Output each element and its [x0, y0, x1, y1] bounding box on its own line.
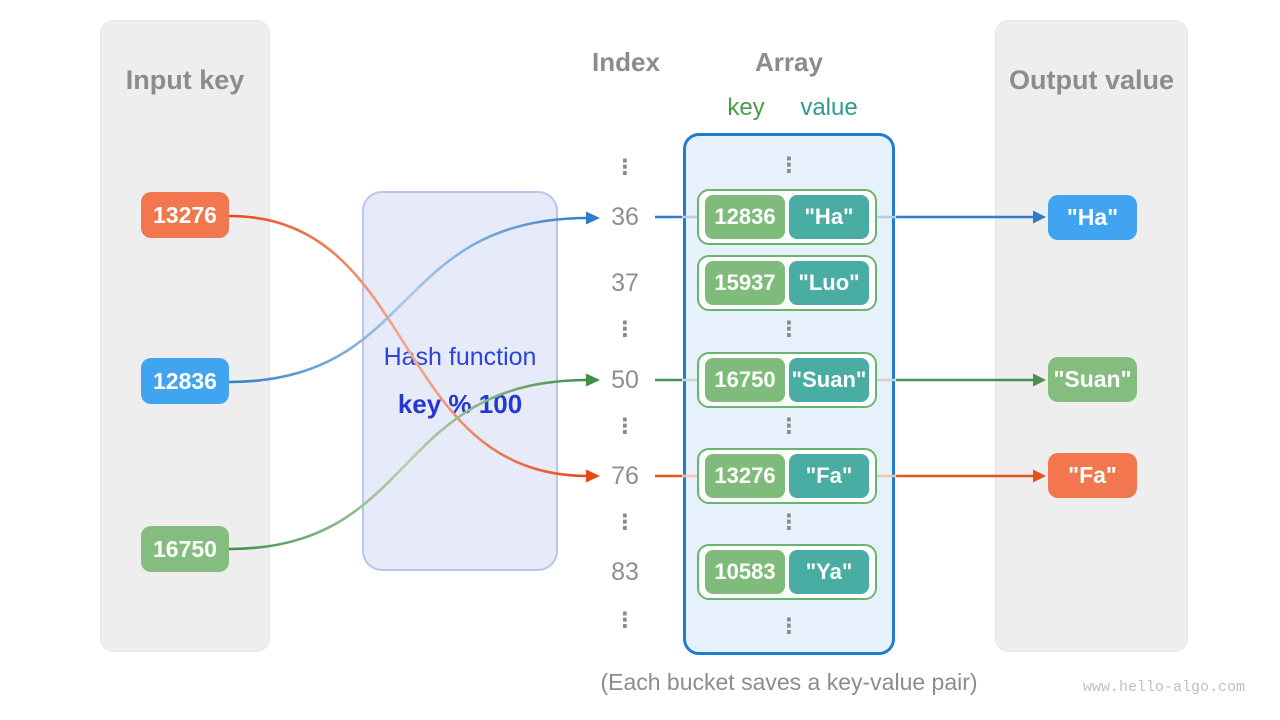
index-value-76: 76 [611, 462, 639, 490]
bucket-key-box: 16750 [705, 358, 785, 402]
bucket-key-box: 15937 [705, 261, 785, 305]
bucket-value-box: "Fa" [789, 454, 869, 498]
index-ellipsis: ⋮ [614, 511, 636, 534]
array-column-header: Array [755, 47, 823, 77]
input-panel-title: Input key [125, 65, 245, 95]
bucket-row-83: 10583 "Ya" [697, 544, 877, 600]
array-ellipsis: ⋮ [778, 615, 800, 638]
key-column-label: key [727, 94, 765, 121]
bucket-row-50: 16750 "Suan" [697, 352, 877, 408]
index-ellipsis: ⋮ [614, 415, 636, 438]
bucket-key-box: 10583 [705, 550, 785, 594]
output-panel-title: Output value [1008, 65, 1174, 95]
input-key-12836: 12836 [141, 358, 229, 404]
hash-function-formula: key % 100 [397, 389, 523, 419]
output-value-panel: Output value [995, 20, 1188, 652]
output-value-suan: "Suan" [1048, 357, 1137, 402]
index-value-37: 37 [611, 269, 639, 297]
array-ellipsis: ⋮ [778, 415, 800, 438]
input-key-13276: 13276 [141, 192, 229, 238]
bucket-row-36: 12836 "Ha" [697, 189, 877, 245]
hash-function-box: Hash function key % 100 [362, 191, 558, 571]
watermark: www.hello-algo.com [1082, 679, 1245, 696]
input-key-16750: 16750 [141, 526, 229, 572]
bucket-value-box: "Suan" [789, 358, 869, 402]
index-column-header: Index [592, 47, 660, 77]
output-value-ha: "Ha" [1048, 195, 1137, 240]
array-ellipsis: ⋮ [778, 318, 800, 341]
bucket-row-37: 15937 "Luo" [697, 255, 877, 311]
array-ellipsis: ⋮ [778, 154, 800, 177]
output-value-fa: "Fa" [1048, 453, 1137, 498]
index-value-36: 36 [611, 203, 639, 231]
bucket-key-box: 12836 [705, 195, 785, 239]
array-ellipsis: ⋮ [778, 511, 800, 534]
bucket-value-box: "Ha" [789, 195, 869, 239]
caption: (Each bucket saves a key-value pair) [600, 669, 978, 695]
hash-function-name: Hash function [383, 343, 537, 371]
index-ellipsis: ⋮ [614, 156, 636, 179]
value-column-label: value [800, 94, 858, 121]
bucket-value-box: "Luo" [789, 261, 869, 305]
bucket-key-box: 13276 [705, 454, 785, 498]
bucket-value-box: "Ya" [789, 550, 869, 594]
index-ellipsis: ⋮ [614, 609, 636, 632]
index-value-83: 83 [611, 558, 639, 586]
index-value-50: 50 [611, 366, 639, 394]
index-ellipsis: ⋮ [614, 318, 636, 341]
bucket-row-76: 13276 "Fa" [697, 448, 877, 504]
